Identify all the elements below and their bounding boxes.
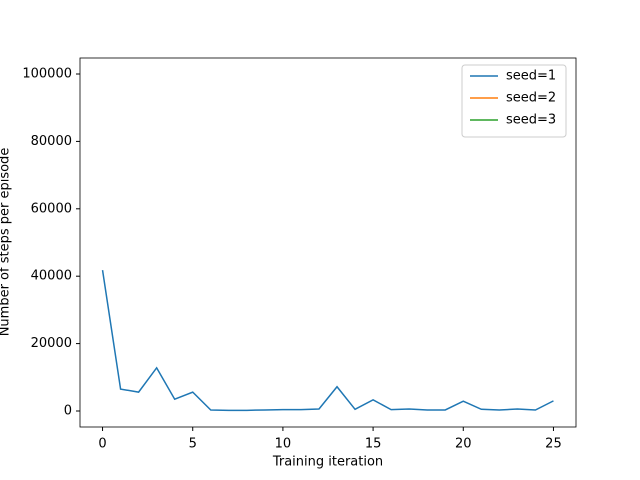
legend-label: seed=3 [506, 113, 556, 128]
y-tick-label: 0 [64, 403, 72, 418]
plot-frame [79, 57, 577, 428]
x-tick-label: 25 [545, 437, 562, 452]
x-axis-label: Training iteration [272, 455, 383, 470]
x-tick-label: 20 [455, 437, 472, 452]
y-tick-label: 80000 [31, 134, 72, 149]
y-tick-label: 60000 [31, 201, 72, 216]
legend-label: seed=2 [506, 91, 556, 106]
y-tick-label: 100000 [22, 67, 72, 82]
legend-box [461, 64, 567, 138]
x-tick-label: 15 [365, 437, 382, 452]
x-tick-label: 0 [98, 437, 106, 452]
line [101, 270, 554, 412]
y-tick-label: 40000 [31, 269, 72, 284]
legend-label: seed=1 [506, 69, 556, 84]
y-axis-label: Number of steps per episode [0, 148, 13, 337]
y-tick-label: 20000 [31, 336, 72, 351]
x-tick-label: 10 [275, 437, 292, 452]
x-tick-label: 5 [189, 437, 197, 452]
